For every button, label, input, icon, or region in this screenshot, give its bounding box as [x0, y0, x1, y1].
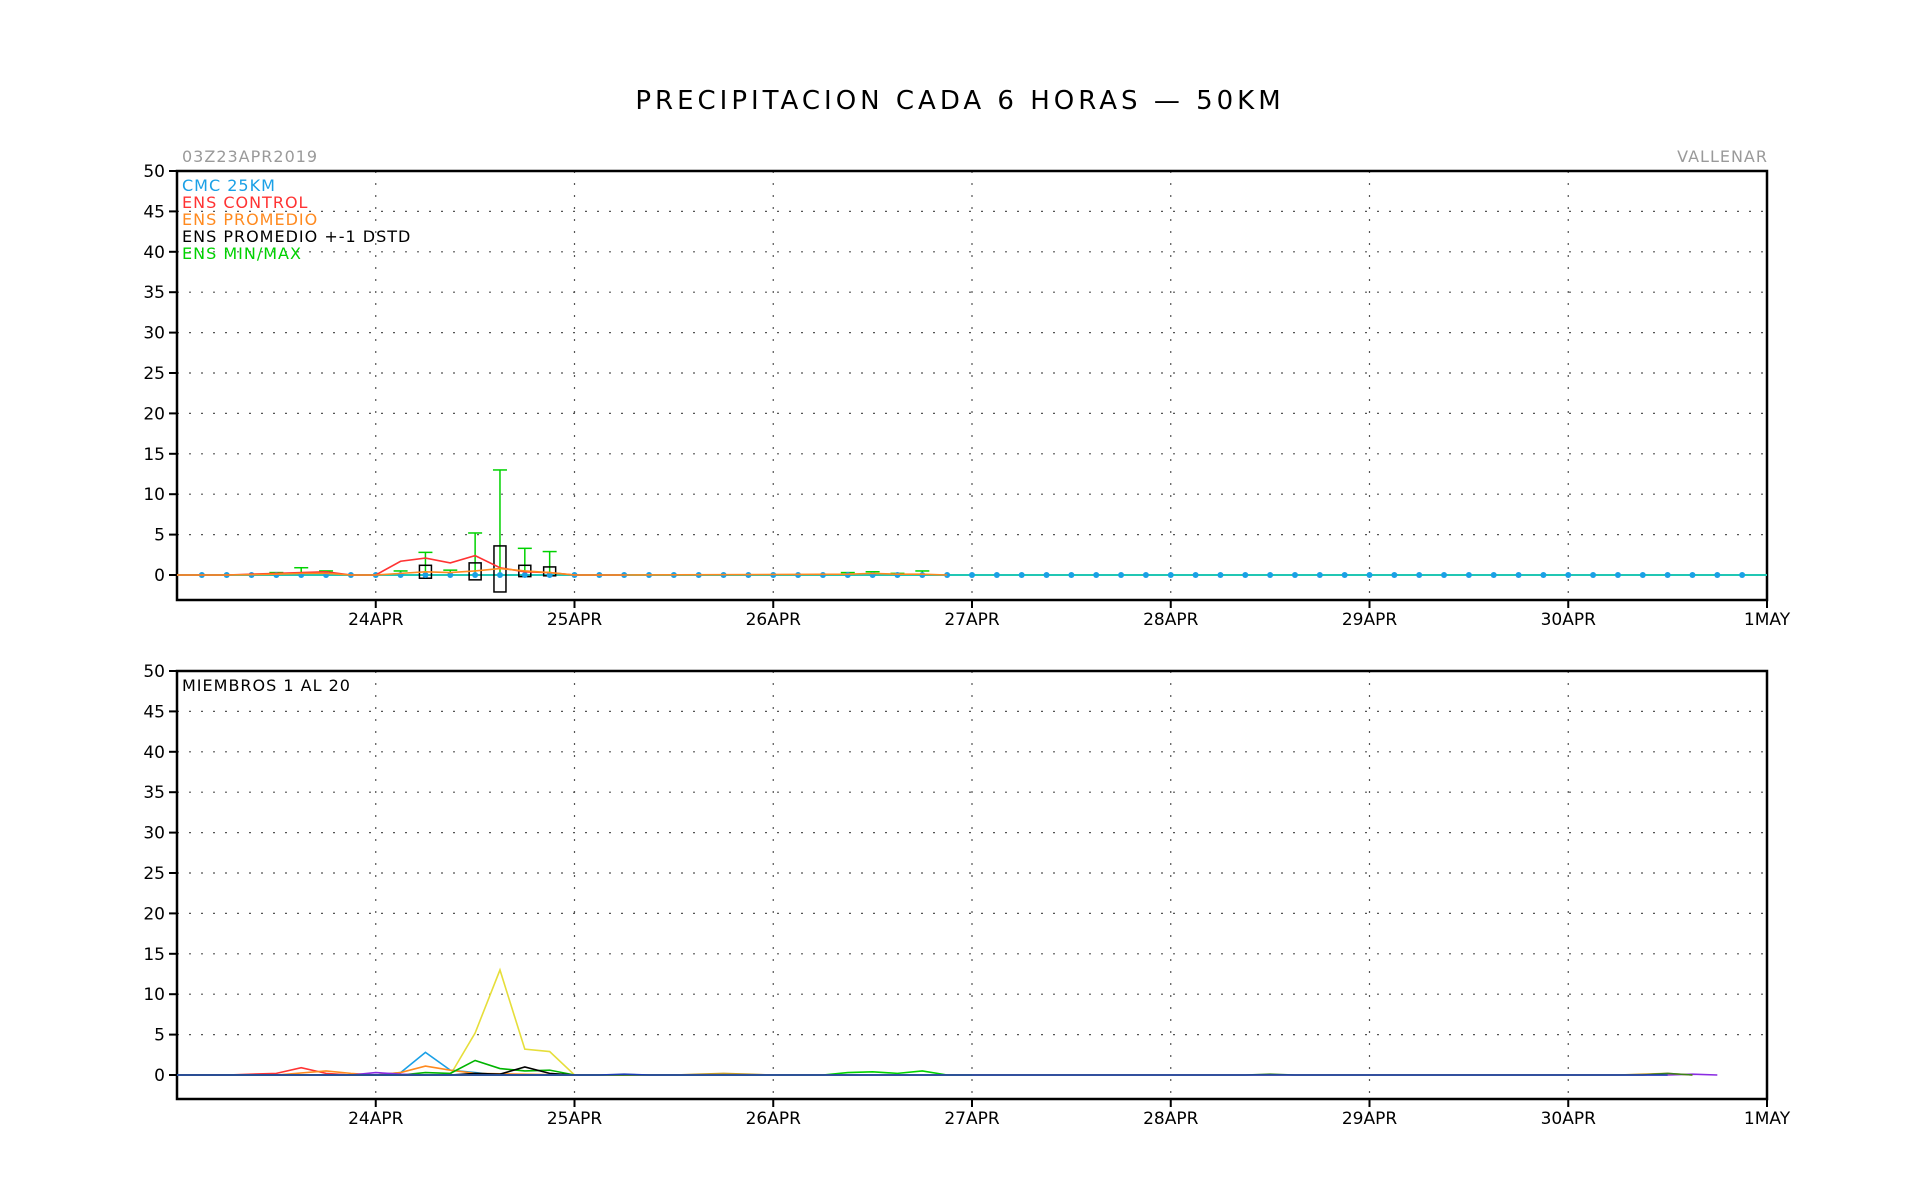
y-tick-label: 5 [154, 526, 165, 546]
cmc-point [844, 572, 851, 578]
cmc-point [1093, 572, 1100, 578]
y-tick-label: 30 [143, 324, 165, 344]
cmc-point [969, 572, 975, 578]
y-tick-label: 25 [143, 864, 165, 884]
cmc-point [1714, 572, 1721, 578]
x-tick-label: 25APR [547, 610, 603, 630]
cmc-point [1515, 572, 1522, 578]
x-tick-label: 27APR [944, 610, 1000, 630]
legend-entry: ENS CONTROL [182, 193, 308, 212]
cmc-point [1291, 572, 1298, 578]
cmc-point [1242, 572, 1249, 578]
members-annotation: MIEMBROS 1 AL 20 [182, 676, 351, 695]
y-tick-label: 40 [143, 243, 165, 263]
cmc-point [1167, 572, 1174, 578]
plot-frame [175, 669, 1769, 1101]
x-tick-label: 29APR [1342, 1109, 1398, 1129]
y-tick-label: 10 [143, 485, 165, 505]
cmc-point [1043, 572, 1050, 578]
y-tick-label: 40 [143, 743, 165, 763]
x-tick-label: 28APR [1143, 610, 1199, 630]
ensemble-panel: 0 5 10 15 20 25 30 35 40 45 50 24APR 25APR 26APR 27APR… [143, 162, 1790, 630]
cmc-point [496, 572, 503, 578]
cmc-point [1639, 572, 1646, 578]
y-tick-label: 30 [143, 824, 165, 844]
legend-entry: ENS PROMEDIO [182, 210, 318, 229]
station-label: VALLENAR [1677, 147, 1768, 166]
cmc-point [1316, 572, 1323, 578]
cmc-point [521, 572, 528, 578]
cmc-point [1142, 572, 1149, 578]
x-tick-label: 25APR [547, 1109, 603, 1129]
members-panel: 0 5 10 15 20 25 30 35 40 45 50 24APR 25APR 26APR 27APR… [143, 662, 1790, 1129]
cmc-point [472, 572, 479, 578]
cmc-point [1689, 572, 1696, 578]
y-tick-label: 25 [143, 364, 165, 384]
y-tick-label: 50 [143, 162, 165, 182]
y-tick-label: 15 [143, 445, 165, 465]
cmc-point [1068, 572, 1075, 578]
cmc-point [1118, 572, 1125, 578]
cmc-point [1739, 572, 1746, 578]
y-tick-label: 20 [143, 904, 165, 924]
run-label: 03Z23APR2019 [182, 147, 318, 166]
member-line [177, 1073, 1668, 1076]
x-tick-label: 27APR [944, 1109, 1000, 1129]
cmc-point [1341, 572, 1348, 578]
legend-entry: ENS MIN/MAX [182, 244, 302, 263]
cmc-point [1465, 572, 1472, 578]
member-line [177, 1059, 625, 1076]
y-tick-label: 50 [143, 662, 165, 682]
x-tick-label: 26APR [746, 610, 802, 630]
y-tick-label: 20 [143, 404, 165, 424]
cmc-point [1416, 572, 1423, 578]
cmc-point [1664, 572, 1671, 578]
x-tick-label: 1MAY [1744, 1109, 1791, 1129]
y-tick-label: 45 [143, 202, 165, 222]
y-tick-label: 35 [143, 283, 165, 303]
series-line-promedio [177, 567, 948, 576]
x-tick-label: 24APR [348, 610, 404, 630]
cmc-point [993, 572, 1000, 578]
x-tick-label: 30APR [1541, 1109, 1597, 1129]
legend-entry: CMC 25KM [182, 176, 276, 195]
y-tick-label: 10 [143, 985, 165, 1005]
y-tick-label: 0 [154, 1066, 165, 1086]
cmc-point [1366, 572, 1373, 578]
x-tick-label: 28APR [1143, 1109, 1199, 1129]
cmc-point [1192, 572, 1199, 578]
cmc-point [422, 572, 429, 578]
y-tick-label: 35 [143, 783, 165, 803]
cmc-point [1441, 572, 1448, 578]
cmc-point [447, 572, 454, 578]
cmc-point [1565, 572, 1572, 578]
member-line [177, 967, 625, 1076]
cmc-point [1540, 572, 1547, 578]
chart-title: PRECIPITACION CADA 6 HORAS — 50KM [635, 86, 1284, 116]
y-tick-label: 0 [154, 566, 165, 586]
cmc-point [894, 572, 901, 578]
y-tick-label: 15 [143, 945, 165, 965]
cmc-point [1590, 572, 1597, 578]
x-tick-label: 1MAY [1744, 610, 1791, 630]
cmc-point [1614, 572, 1621, 578]
plot-frame [175, 169, 1769, 602]
x-tick-label: 30APR [1541, 610, 1597, 630]
cmc-point [1018, 572, 1025, 578]
x-tick-label: 26APR [746, 1109, 802, 1129]
x-tick-label: 24APR [348, 1109, 404, 1129]
x-tick-label: 29APR [1342, 610, 1398, 630]
legend-entry: ENS PROMEDIO +-1 DSTD [182, 227, 411, 246]
cmc-point [1267, 572, 1274, 578]
cmc-point [1490, 572, 1497, 578]
cmc-point [1391, 572, 1398, 578]
cmc-point [1217, 572, 1224, 578]
y-tick-label: 5 [154, 1026, 165, 1046]
y-tick-label: 45 [143, 702, 165, 722]
